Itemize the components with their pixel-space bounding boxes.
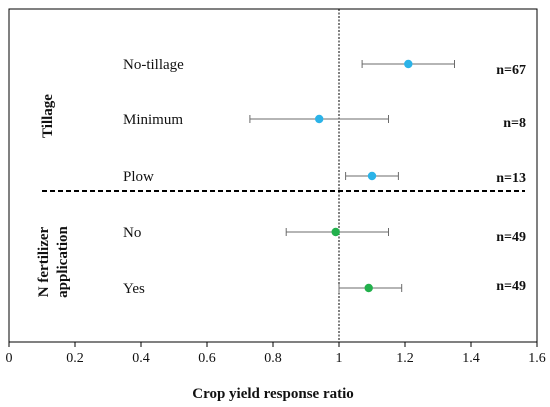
mean-point — [315, 114, 324, 124]
category-label: Minimum — [123, 112, 183, 128]
group-label-line: application — [55, 226, 71, 298]
mean-point — [367, 171, 377, 181]
mean-point — [331, 227, 340, 237]
data-row: Yes n=49 — [123, 279, 526, 297]
x-tick-label: 1 — [336, 351, 343, 366]
group-labels: Tillage N fertilizer application — [36, 94, 71, 298]
sample-size-label: n=13 — [496, 171, 526, 186]
data-row: Plow n=13 — [123, 169, 526, 186]
category-label: No — [123, 225, 141, 241]
x-tick-label: 0.8 — [264, 351, 282, 366]
x-tick-label: 1.2 — [396, 351, 414, 366]
x-axis: 0 0.2 0.4 0.6 0.8 1 1.2 1.4 1.6 — [6, 342, 546, 366]
data-row: No-tillage n=67 — [123, 57, 526, 78]
sample-size-label: n=49 — [496, 279, 526, 294]
x-axis-title: Crop yield response ratio — [192, 386, 354, 402]
category-label: Plow — [123, 169, 154, 185]
mean-point — [404, 59, 413, 69]
category-label: No-tillage — [123, 57, 184, 73]
x-tick-label: 1.6 — [528, 351, 546, 366]
group-label-line: N fertilizer — [36, 226, 52, 297]
group-label-tillage: Tillage — [40, 94, 56, 138]
plot-frame — [8, 8, 538, 343]
mean-point — [364, 283, 373, 293]
sample-size-label: n=49 — [496, 230, 526, 245]
x-tick-label: 0 — [6, 351, 13, 366]
x-tick-label: 0.2 — [66, 351, 84, 366]
sample-size-label: n=8 — [503, 116, 526, 131]
group-label-n-fertilizer: N fertilizer application — [36, 226, 71, 298]
x-tick-label: 1.4 — [462, 351, 480, 366]
x-tick-label: 0.4 — [132, 351, 150, 366]
x-tick-label: 0.6 — [198, 351, 216, 366]
category-label: Yes — [123, 281, 145, 297]
data-row: Minimum n=8 — [123, 112, 526, 131]
sample-size-label: n=67 — [496, 63, 526, 78]
data-row: No n=49 — [123, 225, 526, 245]
